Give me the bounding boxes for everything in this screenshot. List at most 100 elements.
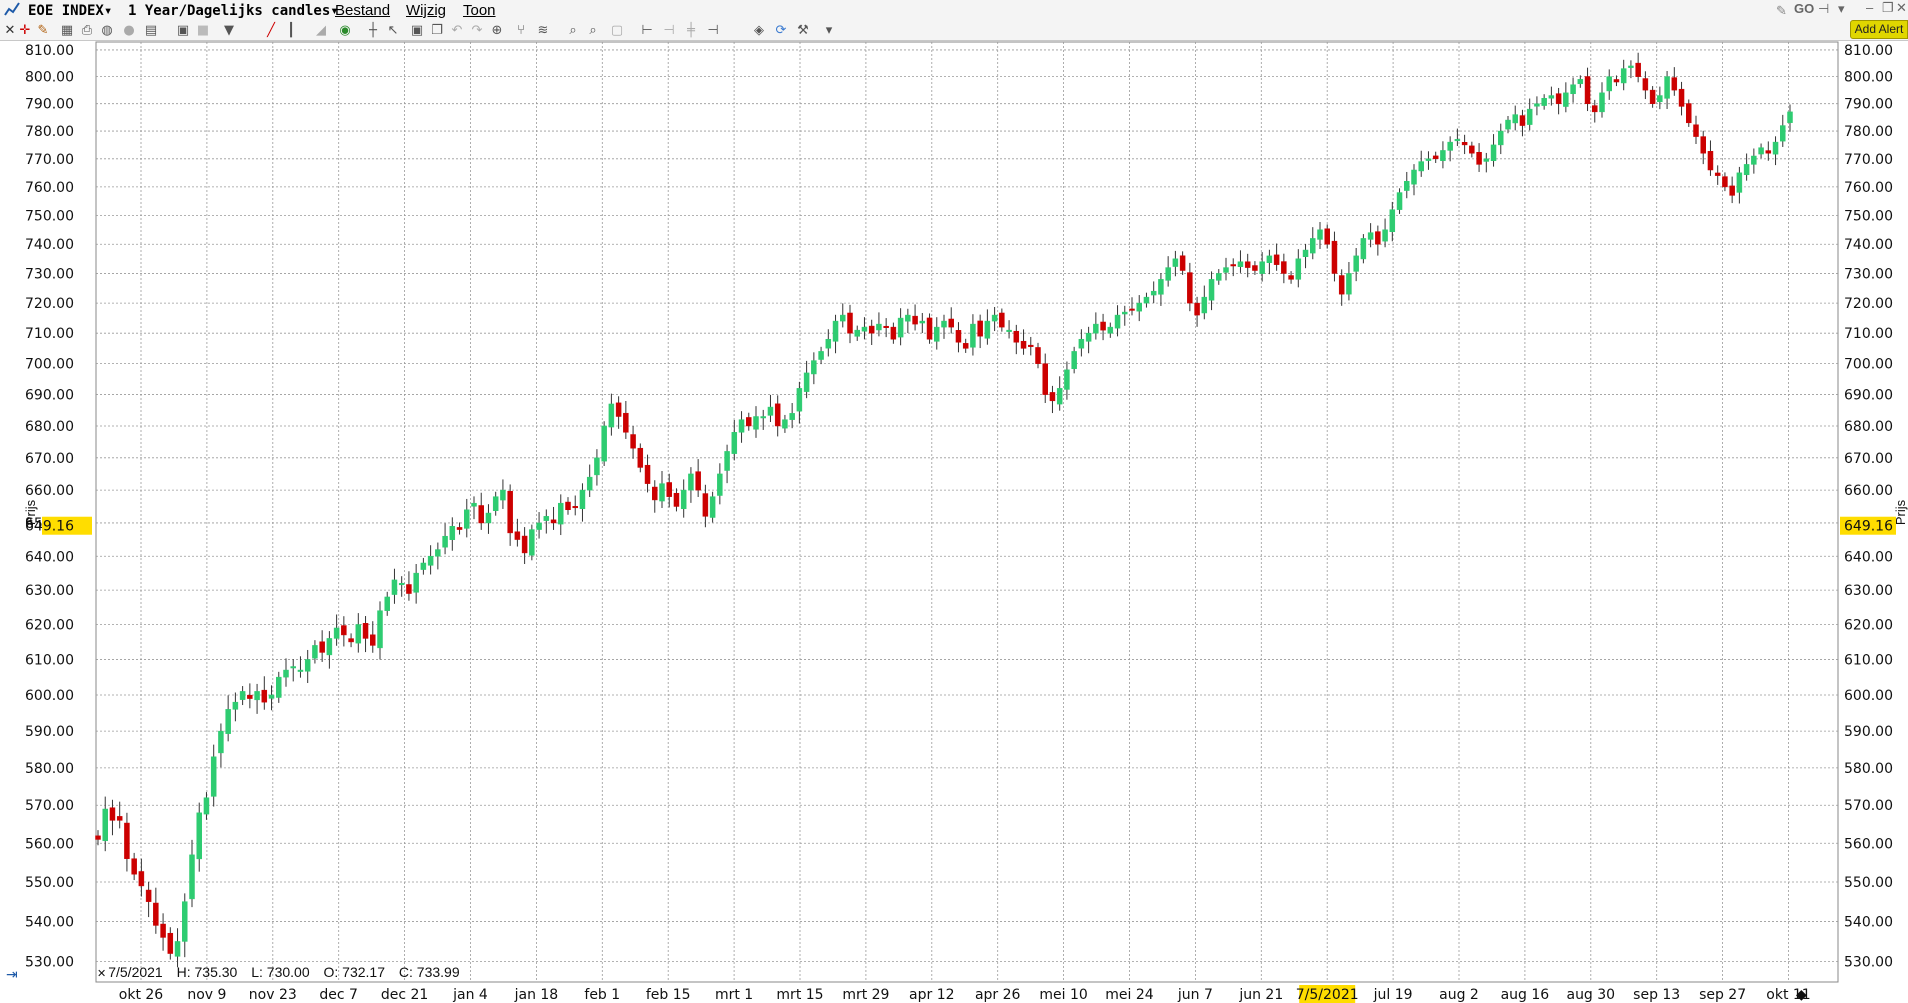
gallery-icon[interactable]: ▤ <box>144 23 158 38</box>
y-tick-label-right: 640.00 <box>1844 549 1893 565</box>
triangle-down-icon[interactable]: ▼ <box>224 23 234 38</box>
candle-body <box>550 519 557 524</box>
y-tick-label-left: 710.00 <box>25 326 74 342</box>
candle-body <box>1454 139 1461 142</box>
magnify-minus-icon[interactable]: ⌕ <box>589 23 597 38</box>
candle-body <box>724 451 730 471</box>
menu-bestand[interactable]: Bestand <box>335 2 391 19</box>
wrench-icon[interactable]: ⚒ <box>797 23 809 38</box>
add-alert-button[interactable]: Add Alert <box>1850 20 1908 39</box>
candle-body <box>1693 124 1699 137</box>
y-tick-label-right: 700.00 <box>1844 357 1893 373</box>
undo-icon[interactable]: ↶ <box>451 23 463 38</box>
close-icon[interactable]: ✕ <box>4 23 16 38</box>
cycle-icon[interactable]: ⟳ <box>775 23 787 38</box>
bar-icon[interactable]: ┃ <box>287 23 295 38</box>
minimize-icon[interactable]: – <box>1866 0 1874 15</box>
candle-body <box>1787 111 1793 123</box>
cursor-icon[interactable]: ↖ <box>387 23 399 38</box>
candle-body <box>1628 65 1634 68</box>
candle-body <box>471 502 477 507</box>
box-icon[interactable]: ▣ <box>410 23 424 38</box>
align-center-icon[interactable]: ⊣ <box>663 23 675 38</box>
scroll-icon[interactable]: ⇥ <box>6 966 18 982</box>
candle-body <box>999 312 1005 328</box>
candle-body <box>1425 158 1432 161</box>
candle-body <box>1396 192 1403 210</box>
refresh-icon[interactable]: ◉ <box>339 23 351 38</box>
menu-wijzig[interactable]: Wijzig <box>406 2 446 19</box>
candle-body <box>1056 388 1063 405</box>
candle-body <box>218 730 224 754</box>
fit-icon[interactable]: ▢ <box>610 23 624 38</box>
copy-icon[interactable]: ❐ <box>431 23 443 38</box>
candle-body <box>442 535 448 548</box>
dropdown-icon[interactable]: ▾ <box>1838 1 1845 16</box>
candle-body <box>189 854 195 900</box>
layout-icon[interactable]: ▣ <box>176 23 190 38</box>
candle-body <box>623 412 629 433</box>
instrument-label: EOE INDEX <box>28 3 104 19</box>
pencil-icon[interactable]: ✎ <box>37 23 49 38</box>
y-tick-label-right: 720.00 <box>1844 296 1893 312</box>
candle-body <box>832 320 839 342</box>
candle-body <box>1244 261 1251 268</box>
draw-lines-icon[interactable]: ≋ <box>537 23 549 38</box>
print-icon[interactable]: ⎙ <box>81 23 93 38</box>
align-left-icon[interactable]: ⊢ <box>641 23 653 38</box>
go-icon[interactable]: GO <box>1794 1 1815 16</box>
zoom-icon[interactable]: ◍ <box>101 23 113 38</box>
y-tick-label-left: 700.00 <box>25 357 74 373</box>
candle-body <box>1020 340 1027 349</box>
candle-body <box>1237 261 1244 267</box>
grid-icon[interactable]: ▦ <box>60 23 74 38</box>
cross-icon[interactable]: ┼ <box>369 23 377 38</box>
fork-icon[interactable]: ⑂ <box>517 23 525 38</box>
candle-body <box>500 489 506 501</box>
candle-body <box>948 318 954 328</box>
candle-body <box>1461 142 1468 146</box>
instrument-selector[interactable]: EOE INDEX▾ <box>28 3 113 19</box>
redo-icon[interactable]: ↷ <box>471 23 483 38</box>
crosshair-icon[interactable]: ✛ <box>19 23 31 38</box>
candle-body <box>1570 84 1576 95</box>
zoom-in-icon[interactable]: ⊕ <box>491 23 503 38</box>
timeframe-selector[interactable]: 1 Year/Dagelijks candles▾ <box>128 3 339 19</box>
magnify-icon[interactable]: ⌕ <box>569 23 577 38</box>
candle-body <box>1606 76 1612 92</box>
candle-body <box>652 486 658 501</box>
x-tick-label: nov 23 <box>249 987 297 1003</box>
link-icon[interactable]: ✎ <box>1776 3 1787 18</box>
candle-body <box>1375 231 1381 245</box>
y-tick-label-left: 560.00 <box>25 836 74 852</box>
candle-body <box>333 627 340 639</box>
close-window-icon[interactable]: ✕ <box>1896 0 1907 15</box>
line-draw-icon[interactable]: ╱ <box>267 23 275 38</box>
candle-body <box>116 816 123 821</box>
align-right-icon[interactable]: ⊣ <box>707 23 719 38</box>
candle-body <box>876 323 882 331</box>
candle-body <box>377 610 383 649</box>
y-tick-label-right: 770.00 <box>1844 152 1893 168</box>
square-icon[interactable]: ■ <box>196 23 210 38</box>
align-mid-icon[interactable]: ╪ <box>687 23 695 38</box>
y-tick-label-right: 670.00 <box>1844 451 1893 467</box>
candle-body <box>1736 172 1743 193</box>
menu-toon[interactable]: Toon <box>463 2 496 19</box>
candle-body <box>1526 108 1533 125</box>
area-icon[interactable]: ◢ <box>316 23 326 38</box>
candle-body <box>1122 311 1128 315</box>
restore-icon[interactable]: ❐ <box>1882 0 1894 15</box>
x-tick-label: jun 21 <box>1238 987 1283 1003</box>
circle-icon[interactable]: ● <box>123 23 135 38</box>
y-tick-label-left: 790.00 <box>25 97 74 113</box>
info-close-icon[interactable]: ✕ <box>97 968 107 980</box>
candle-body <box>1664 76 1670 99</box>
x-tick-label: aug 30 <box>1566 987 1615 1003</box>
y-tick-label-left: 620.00 <box>25 618 74 634</box>
pin-icon[interactable]: ⊣ <box>1818 1 1830 16</box>
toolbar-dropdown-icon[interactable]: ▾ <box>825 23 833 38</box>
candle-body <box>796 388 803 412</box>
paint-icon[interactable]: ◈ <box>754 23 764 38</box>
